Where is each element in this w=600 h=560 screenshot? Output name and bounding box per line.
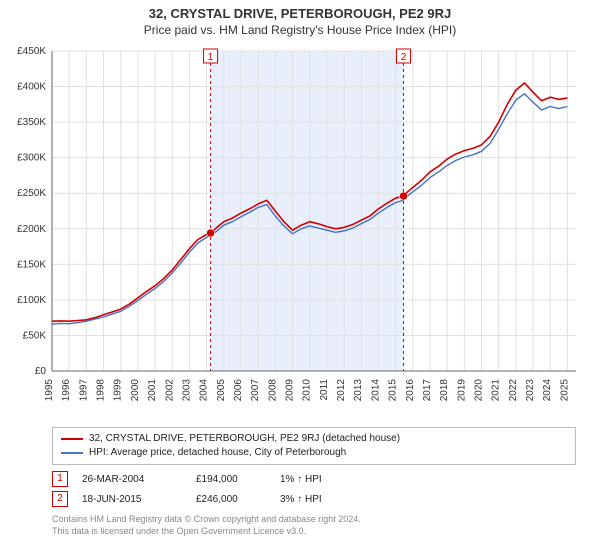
svg-text:2016: 2016 (405, 379, 416, 402)
svg-text:2001: 2001 (147, 379, 158, 402)
svg-text:2002: 2002 (164, 379, 175, 402)
svg-text:2011: 2011 (319, 379, 330, 401)
svg-text:£100K: £100K (17, 295, 46, 306)
svg-text:2021: 2021 (491, 379, 502, 402)
svg-text:2010: 2010 (302, 379, 313, 402)
sale-delta: 3% ↑ HPI (280, 494, 322, 505)
sale-delta: 1% ↑ HPI (280, 474, 322, 485)
legend-label: HPI: Average price, detached house, City… (89, 446, 346, 460)
sale-row: 1 26-MAR-2004 £194,000 1% ↑ HPI (52, 469, 576, 489)
sale-row: 2 18-JUN-2015 £246,000 3% ↑ HPI (52, 489, 576, 509)
footer-line-1: Contains HM Land Registry data © Crown c… (52, 513, 576, 525)
svg-text:£300K: £300K (17, 153, 46, 164)
line-chart-svg: £0 £50K £100K £150K £200K £250K £300K £350K £400… (0, 41, 600, 421)
svg-text:£50K: £50K (23, 330, 47, 341)
svg-text:£350K: £350K (17, 117, 46, 128)
svg-text:2019: 2019 (456, 379, 467, 402)
svg-text:2018: 2018 (439, 379, 450, 402)
legend: 32, CRYSTAL DRIVE, PETERBOROUGH, PE2 9RJ… (52, 427, 576, 465)
svg-text:2015: 2015 (388, 379, 399, 402)
svg-text:£400K: £400K (17, 82, 46, 93)
svg-text:1999: 1999 (113, 379, 124, 402)
svg-text:2013: 2013 (353, 379, 364, 402)
sale-badge: 1 (52, 471, 68, 487)
svg-text:2006: 2006 (233, 379, 244, 402)
svg-text:2020: 2020 (474, 379, 485, 402)
svg-text:1: 1 (208, 52, 214, 63)
footer-attribution: Contains HM Land Registry data © Crown c… (52, 513, 576, 537)
svg-text:2008: 2008 (267, 379, 278, 402)
svg-text:2005: 2005 (216, 379, 227, 402)
svg-text:2017: 2017 (422, 379, 433, 402)
svg-text:2009: 2009 (285, 379, 296, 402)
svg-text:2024: 2024 (542, 379, 553, 402)
svg-text:1996: 1996 (61, 379, 72, 402)
svg-text:2023: 2023 (525, 379, 536, 402)
legend-item: HPI: Average price, detached house, City… (61, 446, 567, 460)
chart-area: £0 £50K £100K £150K £200K £250K £300K £350K £400… (0, 41, 600, 421)
sale-badge: 2 (52, 491, 68, 507)
svg-text:2012: 2012 (336, 379, 347, 402)
chart-title: 32, CRYSTAL DRIVE, PETERBOROUGH, PE2 9RJ (0, 0, 600, 21)
svg-text:2007: 2007 (250, 379, 261, 402)
sale-date: 18-JUN-2015 (82, 494, 182, 505)
svg-text:£250K: £250K (17, 188, 46, 199)
sale-date: 26-MAR-2004 (82, 474, 182, 485)
svg-text:£0: £0 (35, 366, 47, 377)
legend-item: 32, CRYSTAL DRIVE, PETERBOROUGH, PE2 9RJ… (61, 432, 567, 446)
svg-text:2022: 2022 (508, 379, 519, 402)
footer-line-2: This data is licensed under the Open Gov… (52, 525, 576, 537)
svg-text:2014: 2014 (370, 379, 381, 402)
sale-events: 1 26-MAR-2004 £194,000 1% ↑ HPI 2 18-JUN-2015… (52, 469, 576, 509)
svg-text:£200K: £200K (17, 224, 46, 235)
chart-subtitle: Price paid vs. HM Land Registry's House … (0, 21, 600, 41)
svg-text:1998: 1998 (96, 379, 107, 402)
svg-text:2025: 2025 (559, 379, 570, 402)
svg-text:1997: 1997 (78, 379, 89, 402)
svg-text:£450K: £450K (17, 46, 46, 57)
sale-price: £194,000 (196, 474, 266, 485)
sale-price: £246,000 (196, 494, 266, 505)
legend-label: 32, CRYSTAL DRIVE, PETERBOROUGH, PE2 9RJ… (89, 432, 400, 446)
svg-text:1995: 1995 (44, 379, 55, 402)
legend-swatch (61, 452, 83, 454)
svg-text:2003: 2003 (181, 379, 192, 402)
legend-swatch (61, 438, 83, 440)
svg-text:2000: 2000 (130, 379, 141, 402)
svg-text:2: 2 (401, 52, 407, 63)
svg-text:2004: 2004 (199, 379, 210, 402)
svg-text:£150K: £150K (17, 259, 46, 270)
